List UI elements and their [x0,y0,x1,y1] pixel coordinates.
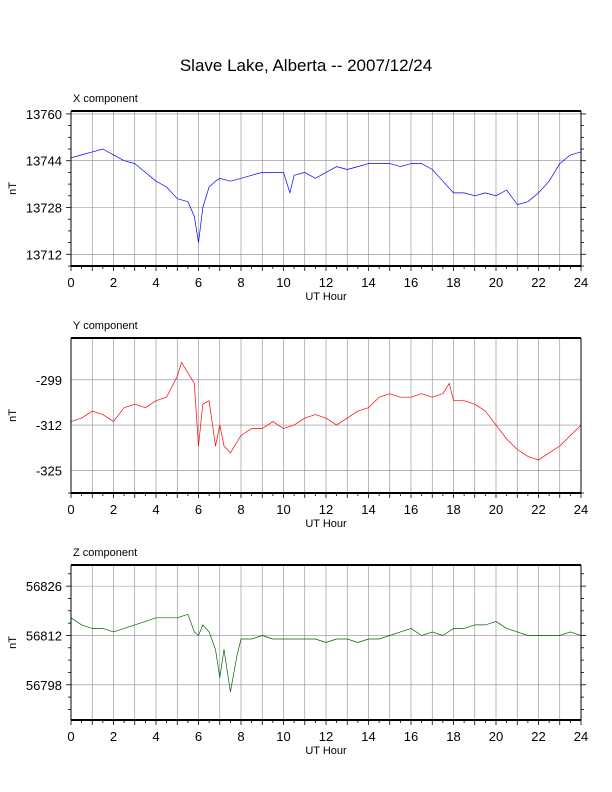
x-tick-label: 14 [361,502,375,517]
y-tick-label: 13760 [26,107,62,122]
x-tick-label: 12 [319,729,333,744]
x-tick-label: 10 [276,275,290,290]
y-tick-label: -312 [36,418,62,433]
data-line-3 [70,613,582,693]
x-tick-label: 14 [361,729,375,744]
x-tick-label: 24 [574,502,588,517]
component-title: X component [73,93,138,105]
x-tick-label: 18 [446,275,460,290]
y-tick-label: -325 [36,463,62,478]
x-tick-label: 10 [276,729,290,744]
x-tick-label: 8 [237,729,244,744]
x-tick-label: 24 [574,729,588,744]
x-tick-label: 16 [404,729,418,744]
x-tick-label: 2 [110,502,117,517]
x-tick-label: 20 [489,729,503,744]
x-tick-label: 22 [531,275,545,290]
data-line-1 [70,148,582,243]
data-line-2 [70,362,582,461]
x-tick-label: 12 [319,275,333,290]
x-tick-label: 4 [152,502,159,517]
x-tick-label: 6 [195,502,202,517]
x-tick-label: 20 [489,502,503,517]
x-tick-label: 10 [276,502,290,517]
y-tick-label: -299 [36,373,62,388]
y-tick-label: 13744 [26,154,62,169]
x-tick-label: 14 [361,275,375,290]
x-tick-label: 12 [319,502,333,517]
y-axis-label: nT [7,636,19,649]
x-tick-label: 18 [446,729,460,744]
x-tick-label: 18 [446,502,460,517]
x-tick-label: 16 [404,275,418,290]
component-title: Z component [73,547,137,559]
x-tick-label: 6 [195,275,202,290]
x-tick-label: 22 [531,729,545,744]
x-tick-label: 2 [110,275,117,290]
x-tick-label: 4 [152,275,159,290]
y-axis-label: nT [7,409,19,422]
x-tick-label: 24 [574,275,588,290]
x-tick-label: 4 [152,729,159,744]
x-axis-label: UT Hour [305,291,347,303]
x-tick-label: 0 [67,729,74,744]
x-tick-label: 2 [110,729,117,744]
y-axis-label: nT [7,182,19,195]
x-axis-label: UT Hour [305,518,347,530]
y-tick-label: 56798 [26,678,62,693]
y-tick-label: 56826 [26,579,62,594]
x-tick-label: 6 [195,729,202,744]
chart-panel-1: 0 2 4 6 8 10 12 14 16 18 20 22 241371213728137441376… [7,93,588,303]
y-tick-label: 13728 [26,201,62,216]
x-tick-label: 16 [404,502,418,517]
x-tick-label: 0 [67,275,74,290]
x-tick-label: 8 [237,502,244,517]
x-axis-label: UT Hour [305,745,347,757]
x-tick-label: 8 [237,275,244,290]
x-tick-label: 20 [489,275,503,290]
y-tick-label: 13712 [26,247,62,262]
y-tick-label: 56812 [26,628,62,643]
x-tick-label: 22 [531,502,545,517]
x-tick-label: 0 [67,502,74,517]
component-title: Y component [73,320,138,332]
page-title: Slave Lake, Alberta -- 2007/12/24 [179,56,433,75]
